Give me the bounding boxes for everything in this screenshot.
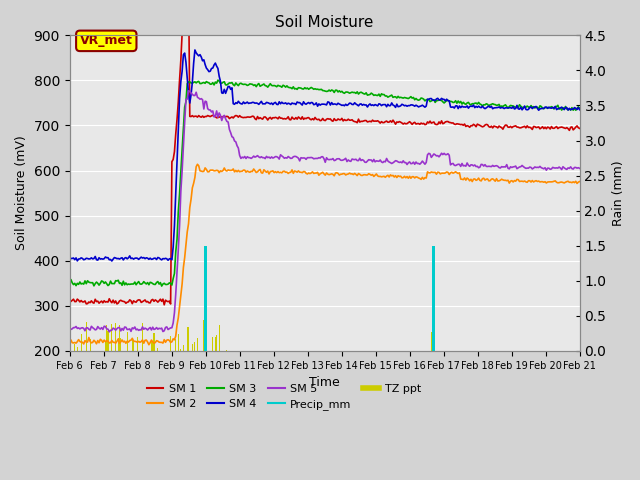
- X-axis label: Time: Time: [309, 376, 340, 389]
- Bar: [178, 335, 179, 351]
- Text: VR_met: VR_met: [80, 35, 132, 48]
- Y-axis label: Soil Moisture (mV): Soil Moisture (mV): [15, 136, 28, 251]
- Bar: [111, 324, 113, 351]
- Bar: [133, 341, 134, 351]
- Bar: [157, 348, 158, 351]
- Bar: [86, 322, 87, 351]
- Bar: [216, 335, 217, 351]
- Bar: [137, 337, 138, 351]
- Legend: SM 1, SM 2, SM 3, SM 4, SM 5, Precip_mm, TZ ppt: SM 1, SM 2, SM 3, SM 4, SM 5, Precip_mm,…: [142, 379, 426, 415]
- Bar: [180, 348, 181, 351]
- Bar: [187, 327, 188, 351]
- Bar: [115, 323, 116, 351]
- Bar: [197, 338, 198, 351]
- Bar: [212, 337, 213, 351]
- Bar: [74, 344, 76, 351]
- Bar: [204, 246, 206, 351]
- Bar: [431, 246, 434, 351]
- Bar: [175, 339, 176, 351]
- Y-axis label: Rain (mm): Rain (mm): [612, 160, 625, 226]
- Title: Soil Moisture: Soil Moisture: [275, 15, 374, 30]
- Bar: [215, 336, 216, 351]
- Bar: [152, 341, 153, 351]
- Bar: [170, 336, 171, 351]
- Bar: [105, 341, 106, 351]
- Bar: [118, 338, 119, 351]
- Bar: [70, 331, 72, 351]
- Bar: [119, 325, 120, 351]
- Bar: [431, 332, 432, 351]
- Bar: [433, 246, 435, 351]
- Bar: [151, 341, 152, 351]
- Bar: [106, 324, 108, 351]
- Bar: [205, 246, 207, 351]
- Bar: [108, 331, 109, 351]
- Bar: [188, 327, 189, 351]
- Bar: [183, 345, 184, 351]
- Bar: [81, 335, 82, 351]
- Bar: [219, 325, 220, 351]
- Bar: [192, 345, 193, 351]
- Bar: [77, 348, 78, 351]
- Bar: [142, 323, 143, 351]
- Bar: [90, 338, 91, 351]
- Bar: [120, 338, 122, 351]
